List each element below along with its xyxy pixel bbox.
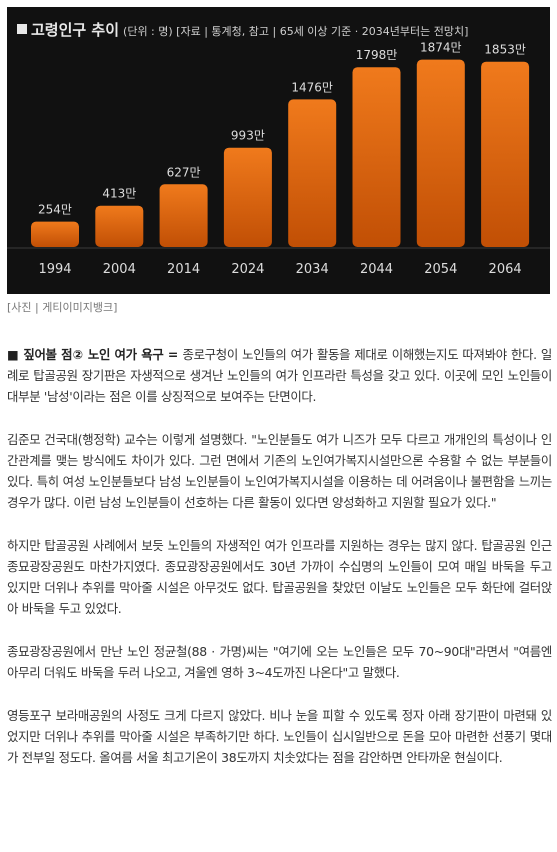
article-paragraph: 하지만 탑골공원 사례에서 보듯 노인들의 자생적인 여가 인프라를 지원하는 … <box>7 538 552 616</box>
chart-title: 고령인구 추이 <box>31 21 120 39</box>
x-tick-label: 2064 <box>489 262 522 277</box>
article-paragraph: 영등포구 보라매공원의 사정도 크게 다르지 않았다. 비나 눈을 피할 수 있… <box>7 708 552 765</box>
article-paragraph: 종묘광장공원에서 만난 노인 정균철(88 · 가명)씨는 "여기에 오는 노인… <box>7 644 552 680</box>
article-paragraph: 김준모 건국대(행정학) 교수는 이렇게 설명했다. "노인분들도 여가 니즈가… <box>7 432 552 510</box>
x-tick-label: 2034 <box>296 262 329 277</box>
value-label: 1853만 <box>484 43 526 57</box>
value-label: 1476만 <box>291 80 333 94</box>
bar-chart: 254만 1994 413만 2004 627만 2014 993만 2024 1476만 203… <box>7 41 550 277</box>
value-label: 993만 <box>231 129 265 143</box>
x-tick-label: 1994 <box>38 262 71 277</box>
value-label: 413만 <box>102 187 136 201</box>
article-body: ■ 짚어볼 점② 노인 여가 욕구 = 종로구청이 노인들의 여가 활동을 제대… <box>7 344 552 790</box>
chart-subtitle: (단위 : 명) [자료 | 통계청, 참고 | 65세 이상 기준 · 203… <box>123 25 469 38</box>
bar-2064 <box>481 61 530 248</box>
paragraph-text: 종로구청이 노인들의 여가 활동을 제대로 이해했는지도 따져봐야 한다. 일례… <box>7 347 552 404</box>
chart-panel: 고령인구 추이 (단위 : 명) [자료 | 통계청, 참고 | 65세 이상 기… <box>7 7 550 294</box>
x-tick-label: 2044 <box>360 262 393 277</box>
bar-2044 <box>352 67 401 247</box>
bar-2004 <box>95 205 144 247</box>
value-label: 627만 <box>167 165 201 179</box>
value-label: 1798만 <box>356 48 398 62</box>
bar-2014 <box>159 184 208 247</box>
x-tick-label: 2004 <box>103 262 136 277</box>
bar-2034 <box>288 99 337 248</box>
bar-1994 <box>31 221 79 247</box>
article-paragraph: ■ 짚어볼 점② 노인 여가 욕구 = 종로구청이 노인들의 여가 활동을 제대… <box>7 344 552 407</box>
section-lead: ■ 짚어볼 점② 노인 여가 욕구 = <box>7 347 183 362</box>
value-label: 254만 <box>38 203 72 217</box>
x-tick-label: 2024 <box>231 262 264 277</box>
photo-caption: [사진 | 게티이미지뱅크] <box>7 301 118 314</box>
title-square-icon <box>17 24 27 34</box>
bar-2024 <box>223 147 272 247</box>
x-tick-label: 2054 <box>424 262 457 277</box>
x-tick-label: 2014 <box>167 262 200 277</box>
value-label: 1874만 <box>420 41 462 55</box>
chart-title-row: 고령인구 추이 (단위 : 명) [자료 | 통계청, 참고 | 65세 이상 기… <box>17 19 468 40</box>
bar-2054 <box>416 59 465 247</box>
